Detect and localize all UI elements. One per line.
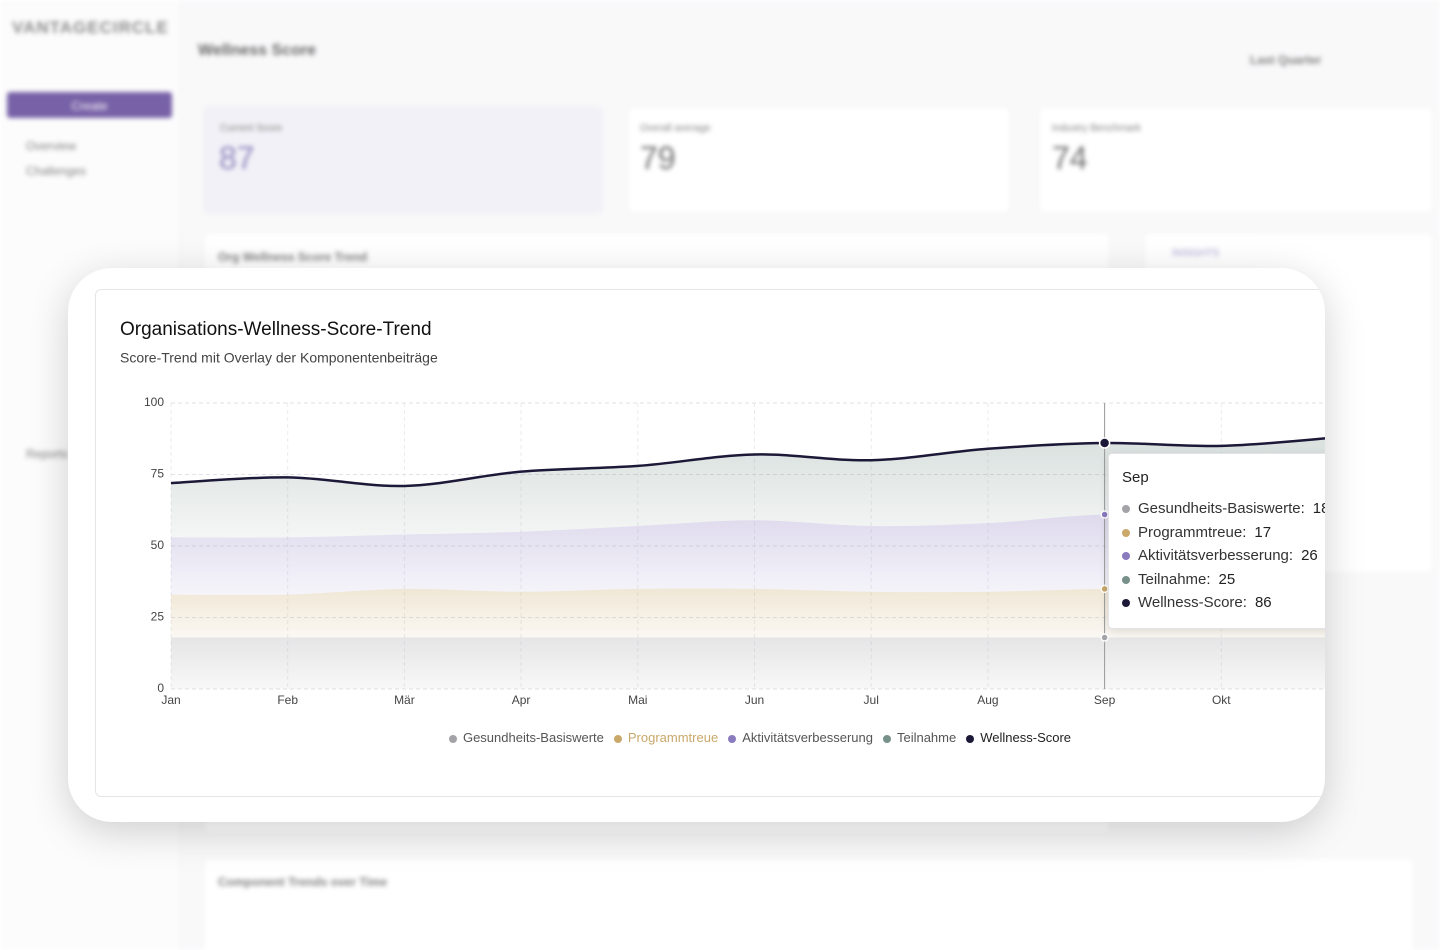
tooltip-row: Programmtreue: 17: [1122, 524, 1271, 541]
tooltip-series-name: Gesundheits-Basiswerte: [1138, 500, 1301, 517]
zoomed-chart-card: Organisations-Wellness-Score-Trend Score…: [68, 268, 1325, 822]
x-tick-label: Jun: [745, 693, 764, 707]
score-card: [1038, 106, 1434, 214]
legend-item: Aktivitätsverbesserung: [728, 730, 873, 745]
tooltip-value: 17: [1254, 523, 1272, 541]
tooltip-colon: :: [1206, 570, 1211, 588]
create-button[interactable]: Create: [7, 92, 172, 118]
tooltip-value: 18: [1312, 500, 1325, 517]
legend-swatch: [613, 734, 622, 743]
tooltip-value: 25: [1218, 570, 1236, 588]
legend-swatch: [882, 734, 891, 743]
tooltip-row: Teilnahme: 25: [1122, 571, 1235, 588]
legend-item: Teilnahme: [882, 730, 957, 745]
lower-card: [203, 857, 1415, 950]
area-band: [171, 588, 1325, 638]
insights-title: INSIGHTS: [1172, 248, 1220, 259]
x-tick-label: Feb: [277, 693, 298, 707]
tooltip-series-name: Programmtreue: [1138, 523, 1243, 541]
legend-label: Wellness-Score: [980, 730, 1072, 745]
tooltip-row: Gesundheits-Basiswerte:18: [1122, 500, 1325, 517]
card-label: Current Score: [220, 123, 283, 134]
score-card: [627, 106, 1011, 214]
x-tick-label: Okt: [1212, 693, 1231, 707]
y-tick-label: 100: [144, 395, 164, 409]
section-title: Component Trends over Time: [218, 875, 388, 889]
x-tick-label: Aug: [977, 693, 998, 707]
tooltip-row: Wellness-Score: 86: [1122, 594, 1272, 611]
score-card: [203, 106, 603, 214]
x-tick-label: Mai: [628, 693, 647, 707]
tooltip-title: Sep: [1122, 469, 1149, 486]
card-label: Industry Benchmark: [1052, 123, 1141, 134]
tooltip-swatch: [1122, 528, 1130, 537]
card-label: Overall average: [640, 123, 711, 134]
legend-item: Wellness-Score: [966, 730, 1071, 745]
tooltip-swatch: [1122, 575, 1130, 584]
chart-subtitle: Score-Trend mit Overlay der Komponentenb…: [120, 350, 438, 366]
logo: VANTAGECIRCLE: [12, 18, 169, 37]
legend-item: Programmtreue: [613, 730, 719, 745]
legend: Gesundheits-Basiswerte Programmtreue Aktiv…: [360, 730, 1160, 745]
tooltip-series-name: Teilnahme: [1138, 570, 1207, 588]
tooltip-value: 26: [1301, 547, 1318, 564]
y-tick-label: 25: [151, 610, 165, 624]
x-tick-label: Jan: [161, 693, 180, 707]
nav-item[interactable]: Overview: [26, 139, 77, 153]
tooltip-colon: :: [1242, 594, 1247, 611]
legend-swatch: [728, 734, 737, 743]
area-band: [171, 514, 1325, 596]
tooltip-swatch: [1122, 505, 1130, 514]
tooltip: SepGesundheits-Basiswerte:18Programmtreu…: [1108, 453, 1325, 629]
card-value: 87: [219, 140, 255, 176]
tooltip-series-name: Wellness-Score: [1138, 594, 1243, 611]
legend-label: Gesundheits-Basiswerte: [462, 730, 604, 745]
period[interactable]: Last Quarter: [1250, 53, 1322, 67]
chart-title: Organisations-Wellness-Score-Trend: [120, 319, 432, 340]
x-tick-label: Apr: [512, 693, 531, 707]
tooltip-value: 86: [1254, 594, 1272, 611]
tooltip-swatch: [1122, 599, 1130, 608]
card-value: 79: [640, 140, 676, 176]
y-tick-label: 75: [151, 467, 165, 481]
tooltip-colon: :: [1300, 500, 1305, 517]
tooltip-colon: :: [1288, 547, 1294, 564]
x-tick-label: Mär: [394, 693, 415, 707]
chart: Organisations-Wellness-Score-Trend Score…: [120, 319, 1325, 707]
y-tick-label: 50: [151, 538, 165, 552]
tooltip-row: Aktivitätsverbesserung: 26: [1122, 547, 1318, 564]
legend-swatch: [966, 734, 975, 743]
tooltip-swatch: [1122, 552, 1130, 561]
chart-panel: [95, 289, 1325, 797]
card-value: 74: [1052, 140, 1088, 176]
page-title: Wellness Score: [198, 42, 316, 59]
legend-label: Teilnahme: [896, 730, 957, 745]
legend-label: Aktivitätsverbesserung: [742, 730, 873, 745]
nav-item[interactable]: Challenges: [26, 164, 87, 178]
create-label: Create: [71, 99, 108, 113]
tooltip-colon: :: [1242, 523, 1247, 541]
line: [170, 437, 1325, 488]
tooltip-series-name: Aktivitätsverbesserung: [1138, 547, 1289, 564]
section-title: Org Wellness Score Trend: [218, 250, 368, 264]
nav-item[interactable]: Reports: [26, 447, 69, 461]
legend-label: Programmtreue: [627, 730, 719, 745]
hover-point: [1098, 437, 1111, 449]
hover-point: [1100, 633, 1109, 642]
legend-swatch: [448, 734, 457, 743]
legend-item: Gesundheits-Basiswerte: [448, 730, 604, 745]
x-tick-label: Jul: [864, 693, 879, 707]
area-band: [171, 438, 1325, 538]
x-tick-label: Sep: [1094, 693, 1116, 707]
area-band: [171, 637, 1325, 689]
y-tick-label: 0: [157, 681, 164, 695]
